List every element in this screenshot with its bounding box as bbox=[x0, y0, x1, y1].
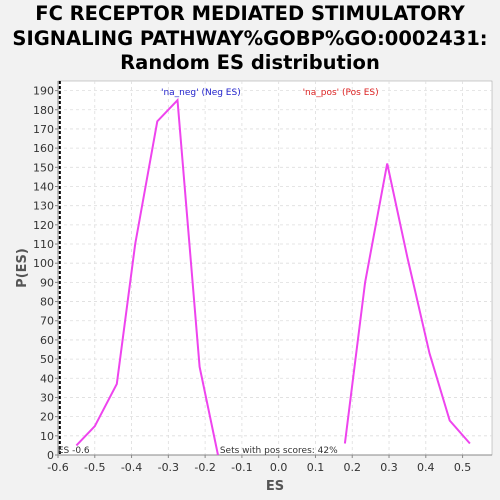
y-tick-label: 60 bbox=[40, 334, 54, 347]
series-line-pos bbox=[343, 163, 471, 445]
x-tick-label: 0.4 bbox=[417, 461, 435, 474]
y-tick-label: 30 bbox=[40, 391, 54, 404]
x-tick-label: -0.4 bbox=[121, 461, 142, 474]
y-tick-label: 20 bbox=[40, 411, 54, 424]
y-tick-label: 170 bbox=[33, 123, 54, 136]
y-tick-label: 10 bbox=[40, 430, 54, 443]
legend-neg-es: 'na_neg' (Neg ES) bbox=[161, 88, 241, 98]
x-tick-label: 0.0 bbox=[270, 461, 288, 474]
x-tick-label: 0.5 bbox=[454, 461, 472, 474]
y-tick-label: 140 bbox=[33, 180, 54, 193]
y-tick-label: 150 bbox=[33, 161, 54, 174]
x-tick-label: 0.3 bbox=[380, 461, 398, 474]
y-tick-label: 190 bbox=[33, 85, 54, 98]
plot-area bbox=[57, 80, 493, 456]
pos-scores-annotation: Sets with pos scores: 42% bbox=[220, 446, 338, 456]
es-marker-label: ES -0.6 bbox=[58, 446, 90, 456]
x-tick-label: -0.1 bbox=[231, 461, 252, 474]
x-tick-label: -0.2 bbox=[194, 461, 215, 474]
y-tick-label: 80 bbox=[40, 296, 54, 309]
chart-title: FC RECEPTOR MEDIATED STIMULATORY SIGNALI… bbox=[0, 2, 500, 76]
series-layer bbox=[75, 97, 471, 456]
x-axis: -0.6 -0.5 -0.4 -0.3 -0.2 -0.1 0.0 0.1 0.2 0.3 0.4 0… bbox=[47, 454, 492, 474]
y-tick-label: 120 bbox=[33, 219, 54, 232]
x-tick-label: -0.6 bbox=[47, 461, 68, 474]
y-tick-label: 0 bbox=[47, 449, 54, 462]
chart-title-line-1: FC RECEPTOR MEDIATED STIMULATORY bbox=[35, 2, 465, 25]
y-tick-label: 50 bbox=[40, 353, 54, 366]
y-tick-label: 110 bbox=[33, 238, 54, 251]
series-line-neg bbox=[75, 97, 219, 456]
y-tick-label: 100 bbox=[33, 257, 54, 270]
y-axis: 0 10 20 30 40 50 60 70 80 90 100 110 120 130 140 150 160… bbox=[33, 81, 59, 462]
y-tick-label: 160 bbox=[33, 142, 54, 155]
y-tick-label: 40 bbox=[40, 372, 54, 385]
x-tick-label: 0.1 bbox=[307, 461, 325, 474]
y-tick-label: 90 bbox=[40, 276, 54, 289]
chart-title-line-3: Random ES distribution bbox=[120, 51, 380, 74]
x-tick-label: 0.2 bbox=[343, 461, 361, 474]
y-axis-label: P(ES) bbox=[15, 248, 30, 288]
y-tick-label: 180 bbox=[33, 104, 54, 117]
x-tick-label: -0.3 bbox=[158, 461, 179, 474]
chart-title-line-2: SIGNALING PATHWAY%GOBP%GO:0002431: bbox=[12, 26, 488, 50]
x-axis-label: ES bbox=[266, 479, 284, 494]
legend-pos-es: 'na_pos' (Pos ES) bbox=[303, 88, 379, 98]
y-tick-label: 70 bbox=[40, 315, 54, 328]
x-tick-label: -0.5 bbox=[84, 461, 105, 474]
y-tick-label: 130 bbox=[33, 200, 54, 213]
